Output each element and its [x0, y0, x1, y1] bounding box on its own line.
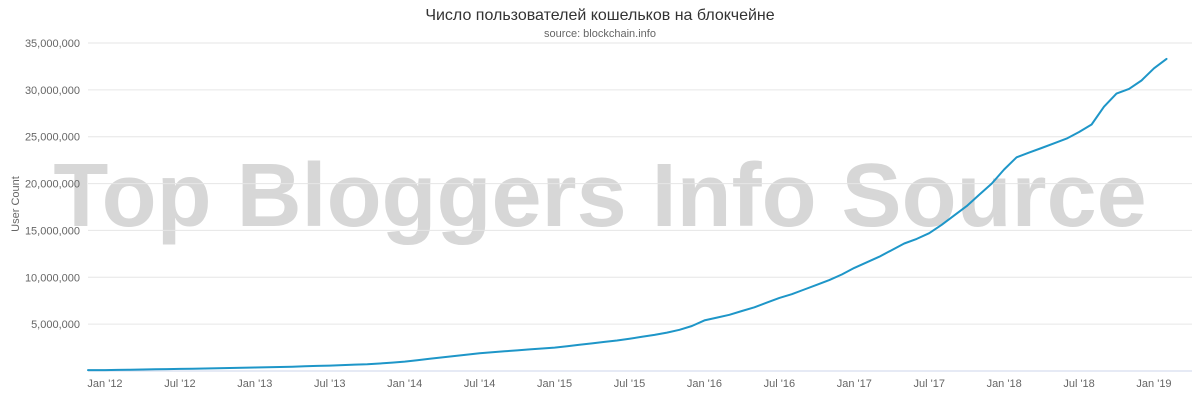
y-tick-label: 25,000,000 — [25, 132, 80, 144]
y-tick-label: 15,000,000 — [25, 225, 80, 237]
y-tick-label: 30,000,000 — [25, 85, 80, 97]
x-tick-label: Jan '18 — [987, 378, 1022, 390]
x-tick-label: Jul '18 — [1063, 378, 1094, 390]
x-tick-label: Jan '17 — [837, 378, 872, 390]
x-tick-label: Jan '12 — [87, 378, 122, 390]
chart-subtitle: source: blockchain.info — [544, 28, 656, 40]
y-tick-label: 35,000,000 — [25, 38, 80, 50]
x-tick-label: Jul '17 — [913, 378, 944, 390]
x-tick-label: Jul '15 — [614, 378, 645, 390]
chart-title: Число пользователей кошельков на блокчей… — [425, 7, 775, 24]
x-tick-label: Jan '15 — [537, 378, 572, 390]
y-tick-label: 5,000,000 — [31, 319, 80, 331]
y-tick-label: 20,000,000 — [25, 179, 80, 191]
x-tick-label: Jan '19 — [1136, 378, 1171, 390]
x-tick-label: Jul '13 — [314, 378, 345, 390]
y-tick-label: 10,000,000 — [25, 272, 80, 284]
x-tick-label: Jan '16 — [687, 378, 722, 390]
x-tick-label: Jul '12 — [164, 378, 195, 390]
data-line-user-count — [87, 57, 1168, 372]
x-tick-label: Jul '14 — [464, 378, 495, 390]
x-tick-label: Jan '14 — [387, 378, 422, 390]
x-tick-label: Jul '16 — [764, 378, 795, 390]
x-tick-label: Jan '13 — [237, 378, 272, 390]
